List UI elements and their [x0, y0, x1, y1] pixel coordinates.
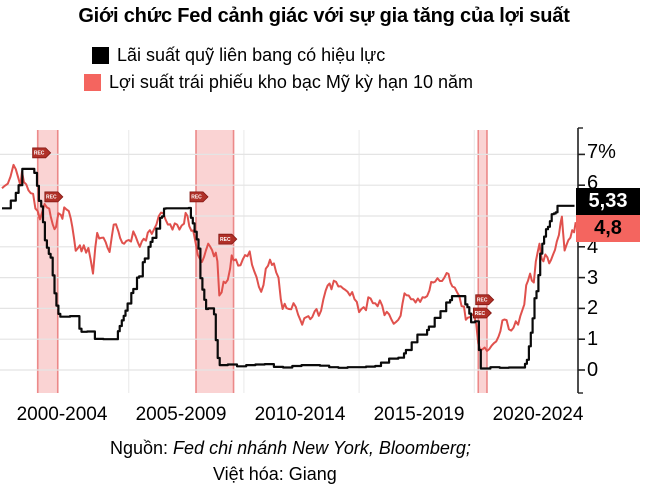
- y-tick-label-4: 4: [587, 236, 599, 258]
- treasury-legend-swatch-icon: [84, 74, 101, 91]
- recession-band: [478, 130, 487, 393]
- chart-title: Giới chức Fed cảnh giác với sự gia tăng …: [78, 5, 570, 27]
- legend-label-fed-funds: Lãi suất quỹ liên bang có hiệu lực: [117, 45, 386, 65]
- recession-event-marker-icon: [32, 147, 52, 159]
- y-tick-label-7: 7%: [587, 141, 616, 163]
- recession-event-marker-icon: [44, 191, 64, 203]
- recession-event-marker-label: REC: [475, 311, 486, 317]
- source-note: Nguồn: Fed chi nhánh New York, Bloomberg…: [110, 438, 471, 459]
- recession-band: [37, 130, 58, 393]
- treasury-yield-line: [1, 163, 577, 352]
- recession-event-marker-label: REC: [191, 195, 202, 201]
- treasury-latest-value-badge: 4,8: [576, 215, 640, 242]
- recession-event-marker-icon: [218, 233, 238, 245]
- recession-event-marker-label: REC: [46, 195, 57, 201]
- recession-event-marker-icon: [472, 307, 492, 319]
- y-tick-label-2: 2: [587, 297, 599, 319]
- recession-event-marker-label: REC: [477, 298, 488, 304]
- source-text: Fed chi nhánh New York, Bloomberg;: [173, 438, 471, 458]
- recession-event-marker-label: REC: [34, 151, 45, 157]
- fed-funds-line: [2, 167, 575, 370]
- source-prefix: Nguồn:: [110, 438, 174, 458]
- y-tick-label-1: 1: [587, 328, 599, 350]
- recession-event-marker-icon: [189, 191, 209, 203]
- legend-item-treasury-yield: Lợi suất trái phiếu kho bạc Mỹ kỳ hạn 10…: [84, 72, 473, 93]
- x-tick-label-2015-2019: 2015-2019: [373, 404, 465, 425]
- fed-funds-latest-value-badge: 5,33: [576, 188, 640, 215]
- x-tick-label-2005-2009: 2005-2009: [135, 404, 227, 425]
- recession-event-marker-label: REC: [220, 237, 231, 243]
- recession-event-marker-icon: [475, 294, 495, 306]
- x-tick-label-2010-2014: 2010-2014: [254, 404, 346, 425]
- legend-item-fed-funds: Lãi suất quỹ liên bang có hiệu lực: [92, 45, 385, 66]
- x-tick-label-2020-2024: 2020-2024: [492, 404, 584, 425]
- x-tick-label-2000-2004: 2000-2004: [16, 404, 108, 425]
- credit-note: Việt hóa: Giang: [213, 464, 337, 484]
- fed-funds-legend-swatch-icon: [92, 47, 109, 64]
- legend-label-treasury-yield: Lợi suất trái phiếu kho bạc Mỹ kỳ hạn 10…: [109, 72, 473, 92]
- y-tick-label-0: 0: [587, 359, 599, 381]
- y-tick-label-3: 3: [587, 267, 599, 289]
- y-tick-label-6: 6: [587, 172, 599, 194]
